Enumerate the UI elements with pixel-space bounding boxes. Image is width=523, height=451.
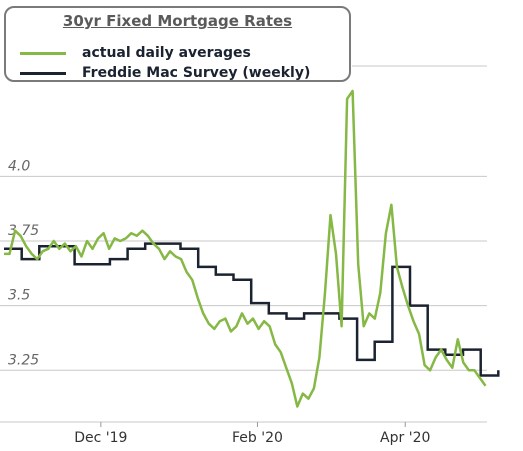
series-lines: [4, 89, 500, 408]
legend-label-daily: actual daily averages: [82, 45, 251, 61]
x-axis-ticks: Dec '19 Feb '20 Apr '20: [74, 422, 430, 446]
legend-item-weekly: Freddie Mac Survey (weekly): [20, 64, 310, 82]
series-line-daily-averages: [4, 89, 487, 408]
legend-label-weekly: Freddie Mac Survey (weekly): [82, 65, 311, 81]
y-tick-label-3: 4.0: [8, 158, 30, 174]
y-tick-label-0: 3.25: [8, 352, 39, 368]
legend-swatch-weekly: [20, 71, 66, 75]
y-axis-ticks: 3.25 3.5 3.75 4.0: [8, 158, 39, 368]
x-tick-label-0: Dec '19: [74, 430, 127, 446]
x-tick-label-1: Feb '20: [232, 430, 283, 446]
legend-item-daily: actual daily averages: [20, 44, 251, 62]
series-line-freddie-mac-weekly: [4, 242, 500, 377]
legend: 30yr Fixed Mortgage Rates actual daily a…: [4, 6, 351, 82]
chart-title: 30yr Fixed Mortgage Rates: [62, 12, 293, 30]
y-tick-label-2: 3.75: [8, 223, 39, 239]
gridlines: [0, 65, 487, 423]
x-tick-label-2: Apr '20: [380, 430, 430, 446]
y-tick-label-1: 3.5: [8, 288, 30, 304]
legend-swatch-daily: [20, 51, 66, 55]
